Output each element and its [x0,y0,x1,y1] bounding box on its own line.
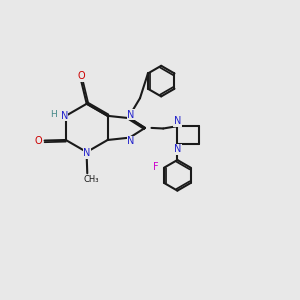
Text: N: N [127,110,135,120]
Text: O: O [34,136,42,146]
Text: CH₃: CH₃ [83,175,99,184]
Text: N: N [174,144,181,154]
Text: N: N [83,148,90,158]
Text: H: H [50,110,57,118]
Text: O: O [78,71,85,81]
Text: F: F [153,162,159,172]
Text: N: N [174,116,181,126]
Text: N: N [127,136,135,146]
Text: N: N [61,111,68,121]
